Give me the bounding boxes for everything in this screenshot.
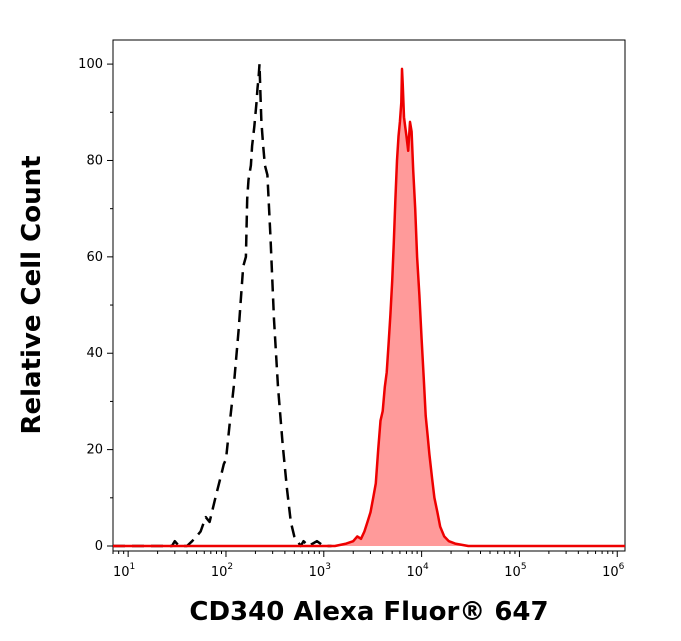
x-tick-label: 101 xyxy=(113,562,135,580)
x-tick-base: 10 xyxy=(309,565,326,580)
y-tick-label: 20 xyxy=(86,443,103,458)
x-tick-exponent: 4 xyxy=(423,562,429,572)
y-tick-label: 60 xyxy=(86,250,103,265)
y-tick-label: 40 xyxy=(86,346,103,361)
x-tick-exponent: 5 xyxy=(521,562,527,572)
x-tick-exponent: 3 xyxy=(325,562,331,572)
x-tick-base: 10 xyxy=(406,565,423,580)
y-axis-title: Relative Cell Count xyxy=(17,155,47,434)
series-1-area xyxy=(113,68,625,547)
series-0-line xyxy=(113,62,332,548)
x-tick-exponent: 1 xyxy=(130,562,136,572)
x-axis-title: CD340 Alexa Fluor® 647 xyxy=(189,597,548,627)
x-tick-base: 10 xyxy=(113,565,130,580)
series-layer xyxy=(113,62,625,548)
plot-frame xyxy=(112,39,626,552)
x-tick-label: 102 xyxy=(211,562,233,580)
x-tick-exponent: 6 xyxy=(619,562,625,572)
x-tick-exponent: 2 xyxy=(227,562,233,572)
x-tick-base: 10 xyxy=(504,565,521,580)
x-tick-label: 105 xyxy=(504,562,526,580)
x-tick-base: 10 xyxy=(602,565,619,580)
x-tick-label: 106 xyxy=(602,562,625,580)
series-1-line xyxy=(113,67,625,548)
y-tick-label: 80 xyxy=(86,153,103,168)
y-tick-label: 100 xyxy=(78,57,103,72)
x-tick-label: 103 xyxy=(309,562,331,580)
x-tick-label: 104 xyxy=(406,562,429,580)
y-tick-label: 0 xyxy=(95,539,103,554)
x-tick-base: 10 xyxy=(211,565,228,580)
